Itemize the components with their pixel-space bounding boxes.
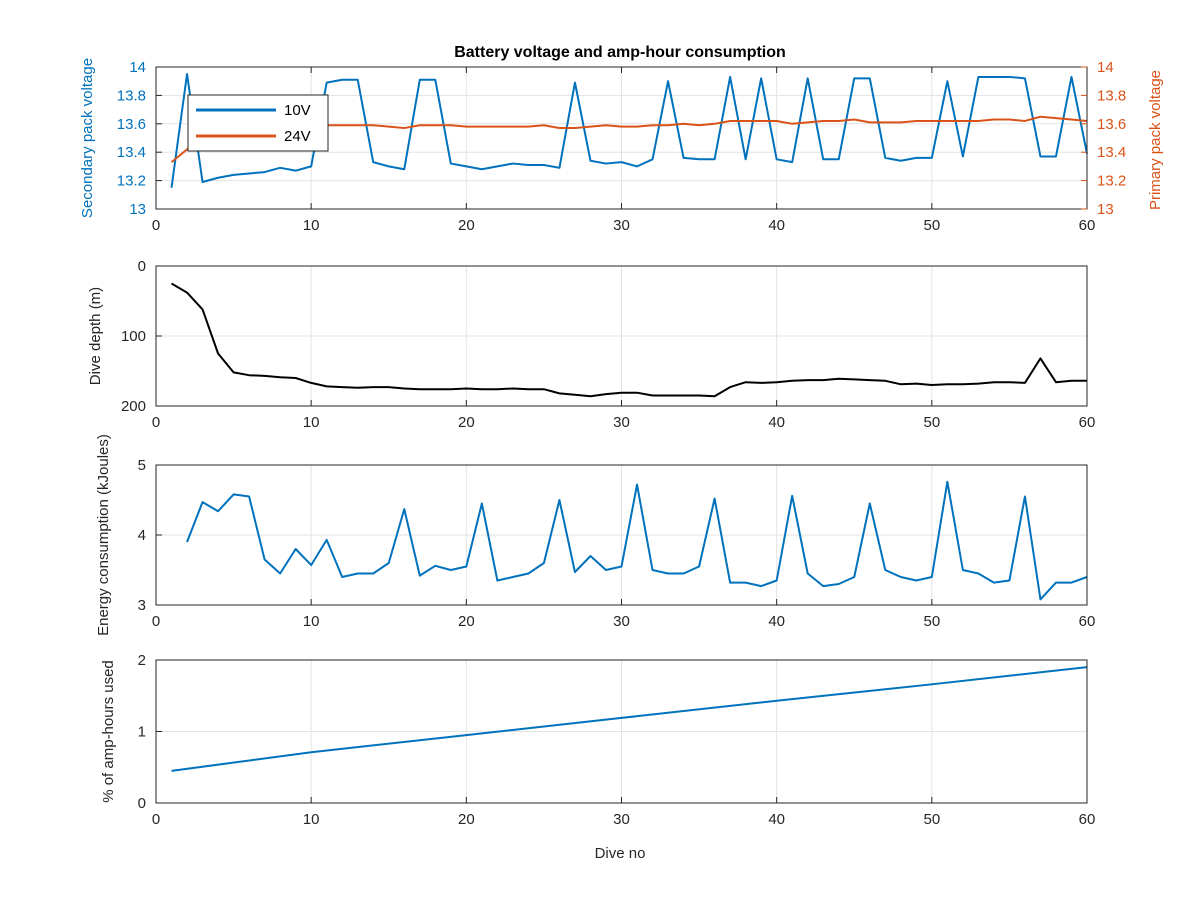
- y-tick-label: 13.4: [117, 144, 146, 161]
- subplot-3: 0 10 20 30 40 50 60 3 4 5 Energy consumption (kJou…: [95, 434, 1095, 636]
- legend: 10V 24V: [187, 94, 329, 152]
- subplot-1: 0 10 20 30 40 50 601313.213.413.613.814Seconda…: [79, 58, 1164, 234]
- x-tick-label: 30: [613, 414, 630, 431]
- y-tick-label: 200: [121, 398, 146, 415]
- figure-title: Battery voltage and amp-hour consumption: [454, 44, 786, 61]
- y-tick-label: 4: [138, 527, 146, 544]
- x-tick-label: 10: [303, 613, 320, 630]
- y-right-tick-label: 13.8: [1097, 87, 1126, 104]
- series-line-1: [171, 666, 1088, 772]
- x-tick-label: 60: [1079, 811, 1096, 828]
- y-axis-label: % of amp-hours used: [100, 660, 117, 803]
- y-tick-label: 13.8: [117, 87, 146, 104]
- y-tick-label: 13: [129, 201, 146, 218]
- legend-entry-label: 24V: [284, 128, 311, 145]
- x-tick-label: 50: [923, 414, 940, 431]
- x-tick-label: 40: [768, 217, 785, 234]
- subplots: 0 10 20 30 40 50 601313.213.413.613.814Seconda…: [79, 58, 1164, 828]
- x-tick-label: 0: [152, 613, 160, 630]
- subplot-2: 0 10 20 30 40 50 60 0 100 200 Dive depth (m): [87, 258, 1095, 431]
- x-tick-label: 40: [768, 811, 785, 828]
- series-line-1: [186, 480, 1088, 601]
- x-tick-label: 20: [458, 811, 475, 828]
- y-right-tick-label: 13.6: [1097, 116, 1126, 133]
- x-tick-label: 10: [303, 811, 320, 828]
- y-tick-label: 14: [129, 59, 146, 76]
- y-axis-label: Dive depth (m): [87, 287, 104, 385]
- y-tick-label: 5: [138, 457, 146, 474]
- x-tick-label: 40: [768, 414, 785, 431]
- y-tick-label: 0: [138, 795, 146, 812]
- legend-entry-label: 10V: [284, 102, 311, 119]
- x-tick-label: 20: [458, 217, 475, 234]
- x-axis-label: Dive no: [595, 845, 646, 862]
- x-tick-label: 50: [923, 811, 940, 828]
- y-right-tick-label: 14: [1097, 59, 1114, 76]
- x-tick-label: 20: [458, 613, 475, 630]
- y-tick-label: 1: [138, 724, 146, 741]
- x-tick-label: 10: [303, 414, 320, 431]
- x-tick-label: 40: [768, 613, 785, 630]
- y-right-tick-label: 13: [1097, 201, 1114, 218]
- y-tick-label: 13.6: [117, 116, 146, 133]
- x-tick-label: 0: [152, 811, 160, 828]
- y-right-tick-label: 13.2: [1097, 173, 1126, 190]
- y-tick-label: 13.2: [117, 173, 146, 190]
- y-right-axis-label: Primary pack voltage: [1147, 70, 1164, 210]
- subplot-4: 0 10 20 30 40 50 60 0 1 2 % of amp-hours used: [100, 652, 1095, 828]
- legend-box: [187, 94, 329, 152]
- x-tick-label: 20: [458, 414, 475, 431]
- y-tick-label: 100: [121, 328, 146, 345]
- y-tick-label: 2: [138, 652, 146, 669]
- x-tick-label: 50: [923, 613, 940, 630]
- x-tick-label: 0: [152, 414, 160, 431]
- x-tick-label: 30: [613, 811, 630, 828]
- x-tick-label: 30: [613, 217, 630, 234]
- x-tick-label: 50: [923, 217, 940, 234]
- x-tick-label: 0: [152, 217, 160, 234]
- series-line-1: [171, 282, 1087, 398]
- x-tick-label: 60: [1079, 613, 1096, 630]
- y-axis-label: Secondary pack voltage: [79, 58, 96, 218]
- y-axis-label: Energy consumption (kJoules): [95, 434, 112, 636]
- x-tick-label: 10: [303, 217, 320, 234]
- y-right-tick-label: 13.4: [1097, 144, 1126, 161]
- x-tick-label: 30: [613, 613, 630, 630]
- y-tick-label: 3: [138, 597, 146, 614]
- y-tick-label: 0: [138, 258, 146, 275]
- x-tick-label: 60: [1079, 217, 1096, 234]
- x-tick-label: 60: [1079, 414, 1096, 431]
